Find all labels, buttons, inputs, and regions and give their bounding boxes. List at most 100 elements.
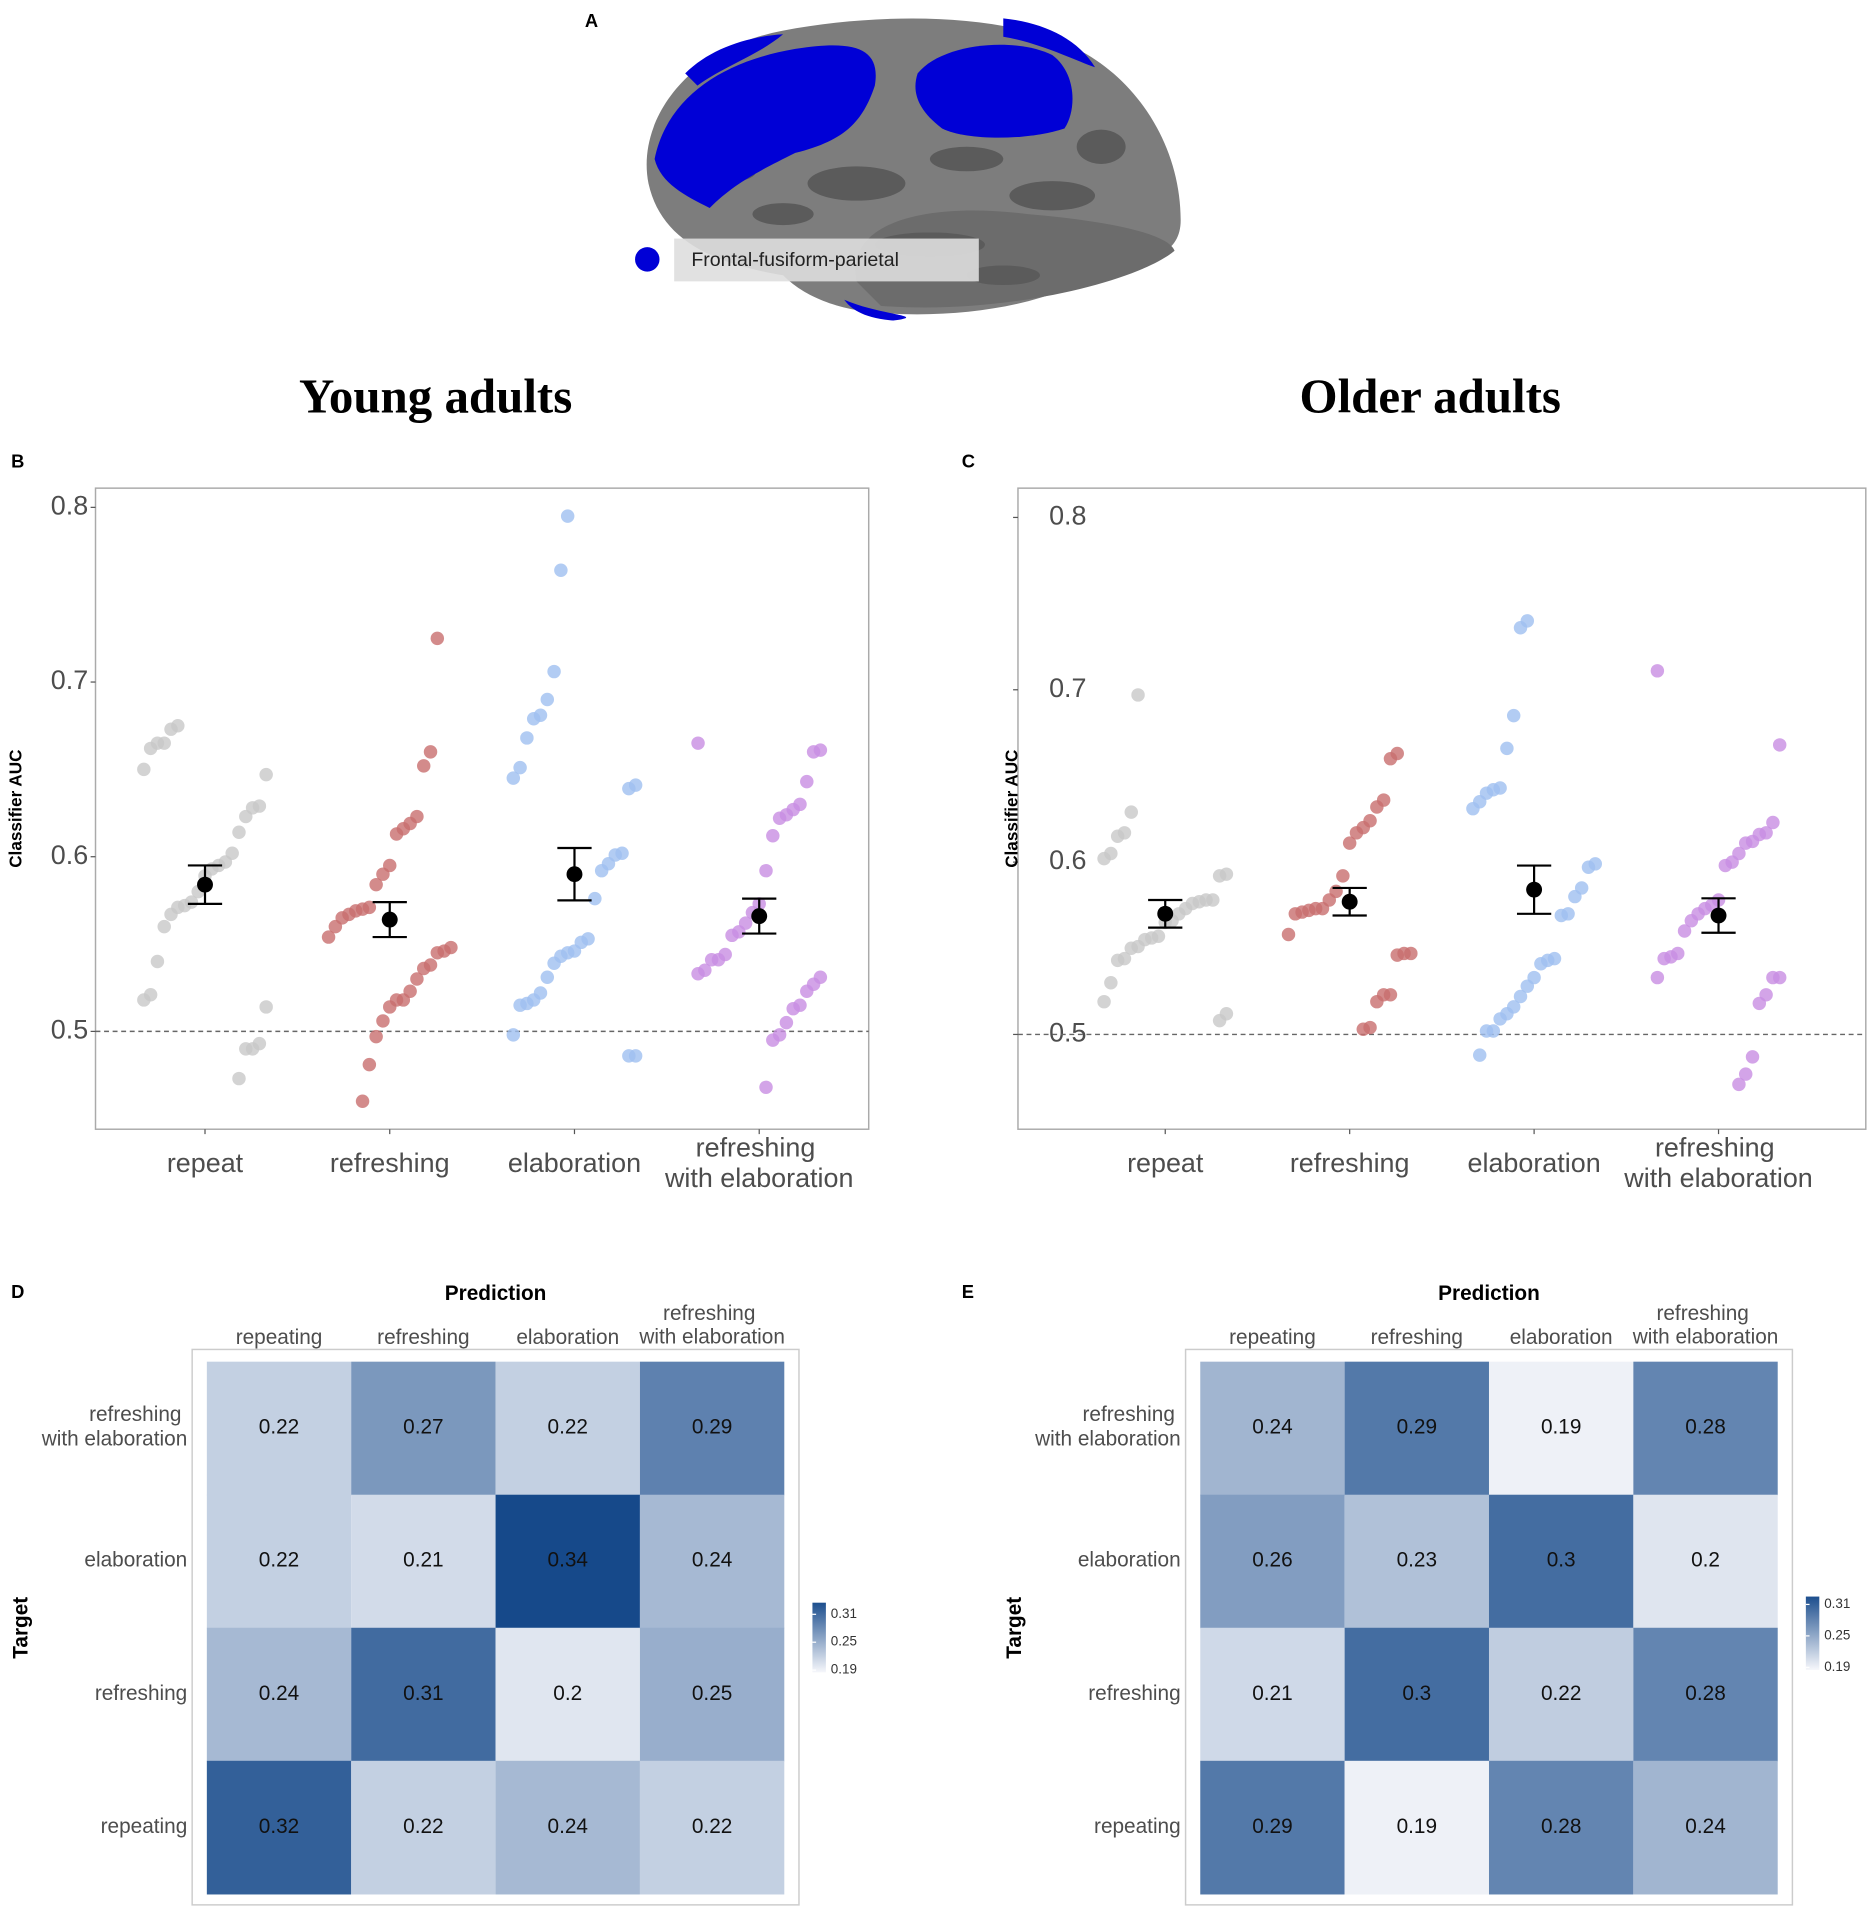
heatmap-cell <box>1633 1760 1778 1895</box>
data-point <box>1772 738 1787 752</box>
y-axis-label: Classifier AUC <box>1003 750 1022 868</box>
y-tick-label: 0.6 <box>1049 845 1086 875</box>
mean-point <box>1710 907 1727 924</box>
data-point <box>513 998 527 1012</box>
data-point <box>232 1071 246 1086</box>
data-point <box>416 961 431 976</box>
data-point <box>1124 941 1138 956</box>
data-point <box>423 745 438 759</box>
cell-value: 0.25 <box>692 1682 732 1705</box>
heatmap-cell <box>1344 1494 1489 1629</box>
heatmap-cell <box>1200 1361 1345 1496</box>
x-tick-label: refreshing with elaboration <box>1623 1133 1812 1194</box>
cell-value: 0.24 <box>548 1815 588 1838</box>
heatmap-frame <box>1184 1348 1794 1906</box>
data-point <box>259 1000 273 1014</box>
data-point <box>164 722 178 736</box>
data-point <box>137 762 151 777</box>
data-point <box>1212 1013 1227 1028</box>
cell-value: 0.24 <box>692 1549 732 1572</box>
row-label: repeating <box>1094 1815 1181 1838</box>
mean-point <box>1526 881 1543 898</box>
data-point <box>1349 826 1364 840</box>
heatmap-cell <box>351 1494 496 1629</box>
row-label: repeating <box>101 1815 188 1838</box>
data-point <box>1745 1050 1760 1064</box>
heatmap-cell <box>495 1361 640 1496</box>
data-point <box>1124 805 1138 819</box>
data-point <box>622 1049 636 1063</box>
mean-point <box>1157 905 1174 922</box>
data-point <box>1752 996 1767 1011</box>
data-point <box>321 930 336 944</box>
cell-value: 0.19 <box>1397 1815 1437 1838</box>
data-point <box>1684 913 1699 928</box>
cell-value: 0.24 <box>1685 1815 1725 1838</box>
data-point <box>1534 957 1548 971</box>
panel-label: B <box>11 450 24 471</box>
heatmap-cell <box>351 1760 496 1895</box>
data-point <box>1342 836 1357 850</box>
x-tick-label: repeat <box>167 1148 244 1178</box>
data-point <box>786 1001 800 1016</box>
heatmap-cell <box>1633 1627 1778 1762</box>
data-point <box>137 993 151 1007</box>
data-point <box>772 811 787 826</box>
legend-swatch <box>635 247 660 272</box>
data-point <box>547 664 561 679</box>
data-point <box>232 825 246 839</box>
data-point <box>766 1033 780 1047</box>
plot-frame <box>94 487 870 1130</box>
data-point <box>157 919 171 934</box>
data-point <box>520 731 534 745</box>
plot-frame <box>1017 487 1867 1130</box>
data-point <box>430 946 445 960</box>
data-point <box>691 736 705 750</box>
data-point <box>1581 860 1596 875</box>
cell-value: 0.22 <box>548 1416 588 1439</box>
cell-value: 0.34 <box>548 1549 588 1572</box>
x-tick-label: refreshing with elaboration <box>664 1133 853 1194</box>
heatmap-cell <box>1633 1361 1778 1496</box>
cell-value: 0.29 <box>1397 1416 1437 1439</box>
cell-value: 0.21 <box>403 1549 443 1572</box>
column-label: elaboration <box>1510 1326 1613 1349</box>
colorbar-tick-label: 0.25 <box>831 1634 857 1649</box>
data-point <box>526 711 541 726</box>
heatmap-cell <box>206 1760 352 1895</box>
heatmap-cell <box>495 1760 640 1895</box>
cell-value: 0.19 <box>1541 1416 1581 1439</box>
legend-label: Frontal-fusiform-parietal <box>691 249 899 271</box>
x-axis-label: Prediction <box>1438 1282 1540 1305</box>
data-point <box>1732 1077 1746 1092</box>
y-tick-label: 0.8 <box>51 490 88 520</box>
cell-value: 0.22 <box>259 1549 299 1572</box>
data-point <box>239 1042 253 1056</box>
cell-value: 0.26 <box>1252 1549 1292 1572</box>
cell-value: 0.3 <box>1402 1682 1431 1705</box>
heatmap-cell <box>639 1361 785 1496</box>
data-point <box>513 760 527 775</box>
data-point <box>547 956 561 971</box>
data-point <box>800 984 814 998</box>
data-point <box>1288 907 1303 921</box>
heatmap-cell <box>639 1760 785 1895</box>
data-point <box>1554 908 1569 923</box>
heatmap-cell <box>1488 1494 1634 1629</box>
data-point <box>1472 1048 1487 1062</box>
data-point <box>1718 858 1733 873</box>
data-point <box>800 774 814 789</box>
data-point <box>1500 741 1514 756</box>
colorbar-tick-label: 0.31 <box>831 1606 857 1621</box>
row-label: refreshing with elaboration <box>41 1403 188 1450</box>
colorbar <box>1805 1596 1820 1670</box>
data-point <box>259 767 273 782</box>
data-point <box>164 907 178 922</box>
data-point <box>1738 836 1753 850</box>
heatmap-cell <box>1488 1627 1634 1762</box>
cell-value: 0.22 <box>403 1815 443 1838</box>
data-point <box>1766 815 1780 830</box>
data-point <box>506 1028 521 1042</box>
heatmap-cell <box>1633 1494 1778 1629</box>
